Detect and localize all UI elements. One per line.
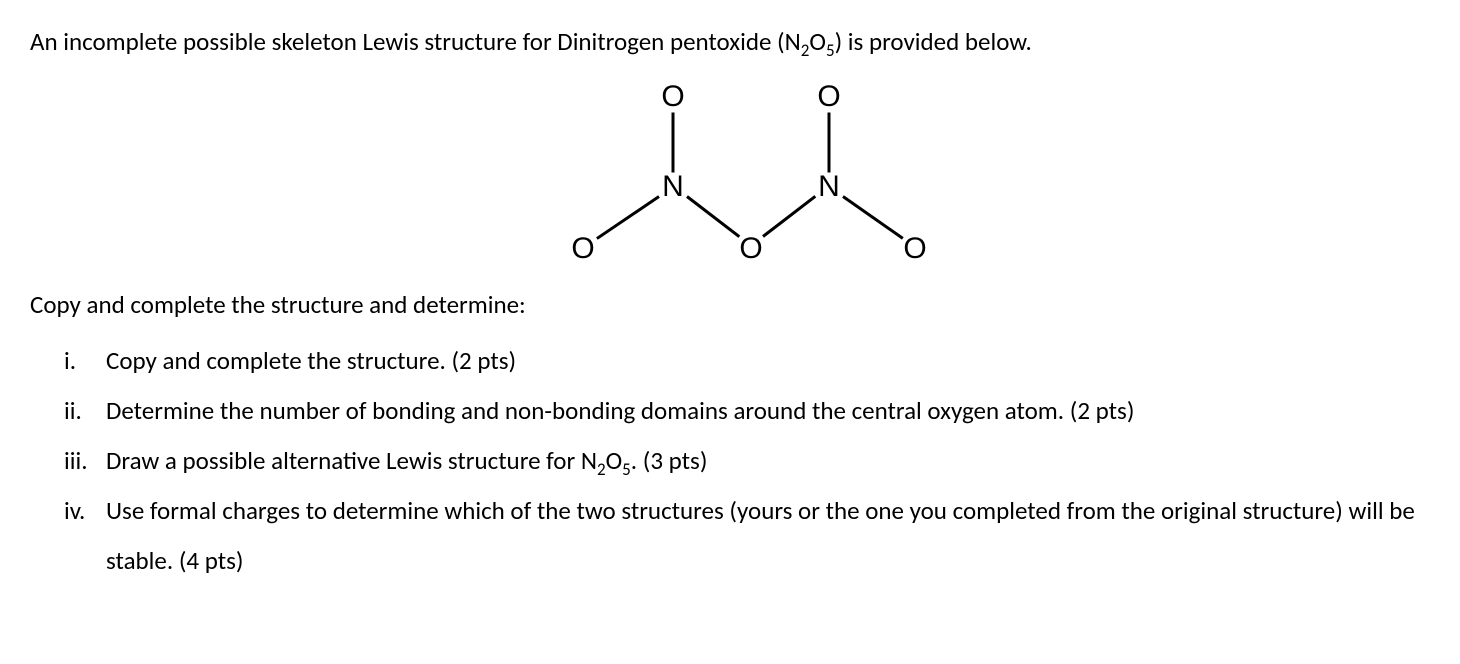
lewis-diagram: O O N N O O O xyxy=(515,73,945,273)
subhead: Copy and complete the structure and dete… xyxy=(30,281,1430,330)
bond xyxy=(762,196,816,238)
intro-sub2: 5 xyxy=(826,40,835,61)
atom-label: O xyxy=(661,82,684,112)
marker-iv: iv. xyxy=(64,486,100,536)
atom-label: N xyxy=(818,172,840,202)
bond xyxy=(686,196,740,238)
atom-label: N xyxy=(662,172,684,202)
marker-ii: ii. xyxy=(64,386,100,436)
question-iii: iii. Draw a possible alternative Lewis s… xyxy=(64,436,1430,486)
question-ii: ii. Determine the number of bonding and … xyxy=(64,386,1430,436)
text-iv: Use formal charges to determine which of… xyxy=(106,495,1415,576)
text-iii-mid: O xyxy=(606,445,623,476)
question-list: i. Copy and complete the structure. (2 p… xyxy=(30,336,1430,586)
intro-line: An incomplete possible skeleton Lewis st… xyxy=(30,18,1430,67)
text-iii-post: . (3 pts) xyxy=(631,445,708,476)
text-i: Copy and complete the structure. (2 pts) xyxy=(106,345,516,376)
marker-iii: iii. xyxy=(64,436,100,486)
text-iii-sub1: 2 xyxy=(597,459,606,480)
atom-label: O xyxy=(817,82,840,112)
atom-label: O xyxy=(903,234,926,264)
bond xyxy=(842,196,904,240)
intro-post: ) is provided below. xyxy=(835,26,1032,57)
diagram-wrap: O O N N O O O xyxy=(30,73,1430,273)
text-iii-sub2: 5 xyxy=(622,459,631,480)
atom-label: O xyxy=(739,234,762,264)
intro-mid: O xyxy=(809,26,826,57)
question-i: i. Copy and complete the structure. (2 p… xyxy=(64,336,1430,386)
atom-label: O xyxy=(571,234,594,264)
intro-pre: An incomplete possible skeleton Lewis st… xyxy=(30,26,801,57)
page: An incomplete possible skeleton Lewis st… xyxy=(0,0,1460,606)
question-iv: iv. Use formal charges to determine whic… xyxy=(64,486,1430,586)
text-iii-pre: Draw a possible alternative Lewis struct… xyxy=(106,445,597,476)
text-ii: Determine the number of bonding and non-… xyxy=(106,395,1134,426)
marker-i: i. xyxy=(64,336,100,386)
bond xyxy=(596,196,660,240)
bond xyxy=(828,113,831,173)
bond xyxy=(672,113,675,173)
